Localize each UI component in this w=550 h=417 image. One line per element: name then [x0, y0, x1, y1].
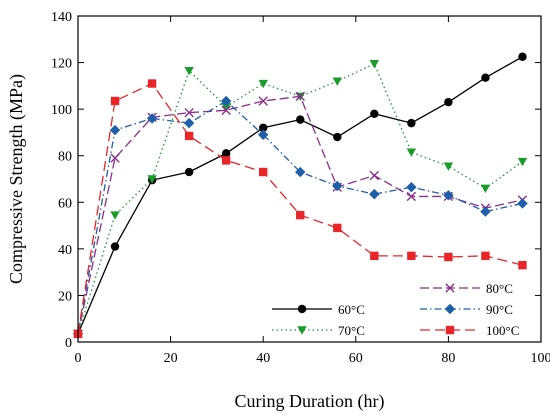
data-point	[518, 52, 527, 61]
legend-marker	[297, 326, 307, 335]
legend: 80°C 60°C 90°C 70°C 100°C	[272, 281, 519, 338]
legend-label: 100°C	[486, 323, 519, 338]
data-point	[183, 117, 195, 129]
data-point	[221, 156, 231, 165]
data-point	[370, 251, 379, 261]
y-tick-label: 40	[58, 243, 72, 258]
legend-label: 90°C	[486, 302, 513, 317]
data-point	[221, 103, 231, 112]
data-point	[444, 252, 453, 262]
data-point	[333, 223, 342, 233]
y-tick-label: 140	[51, 10, 72, 25]
plot-marks	[72, 52, 528, 340]
y-tick-label: 120	[51, 57, 72, 72]
data-point	[406, 191, 417, 202]
data-point	[407, 251, 416, 261]
data-point	[220, 95, 232, 107]
y-tick-label: 80	[58, 150, 72, 165]
data-point	[443, 190, 454, 201]
data-point	[184, 167, 194, 177]
x-tick-label: 40	[256, 351, 270, 366]
legend-label: 70°C	[338, 323, 365, 338]
data-point	[184, 131, 194, 141]
data-point	[184, 67, 194, 76]
x-axis-label: Curing Duration (hr)	[235, 391, 385, 412]
y-tick-label: 20	[58, 289, 72, 304]
x-tick-label: 20	[164, 351, 178, 366]
data-point	[110, 242, 120, 251]
data-point	[296, 210, 305, 220]
data-point	[444, 97, 453, 107]
x-tick-label: 80	[441, 351, 455, 366]
y-tick-label: 60	[58, 196, 72, 211]
data-point	[481, 73, 490, 82]
data-point	[296, 115, 305, 124]
data-point	[406, 148, 417, 157]
data-point	[147, 175, 157, 184]
data-point	[517, 198, 528, 209]
plot-frame	[77, 15, 542, 343]
legend-marker	[297, 304, 307, 314]
data-point	[221, 149, 231, 158]
y-tick-label: 100	[51, 103, 72, 118]
data-point	[517, 157, 528, 167]
data-point	[146, 113, 158, 124]
data-point	[480, 206, 491, 217]
data-point	[110, 153, 120, 163]
data-point	[369, 60, 380, 69]
data-point	[110, 96, 120, 106]
data-point	[369, 188, 380, 200]
data-point	[481, 251, 490, 261]
legend-marker	[445, 283, 455, 293]
data-point	[332, 180, 343, 192]
data-point	[406, 181, 417, 193]
data-point	[258, 96, 268, 106]
legend-label: 80°C	[486, 281, 513, 296]
data-point	[480, 184, 491, 194]
x-tick-label: 0	[75, 351, 82, 366]
data-point	[518, 260, 527, 270]
data-point	[443, 162, 454, 171]
legend-marker	[444, 303, 456, 315]
series-5	[73, 79, 527, 339]
axis-ticks: 0 20 40 60 80 100 0 20 40 60 80 100 120 140	[51, 10, 550, 366]
data-point	[258, 79, 268, 89]
legend-marker	[445, 325, 455, 335]
x-tick-label: 60	[349, 351, 363, 366]
data-point	[110, 211, 120, 220]
data-point	[295, 91, 305, 102]
x-tick-label: 100	[531, 351, 550, 366]
data-point	[259, 123, 268, 132]
data-point	[295, 166, 306, 178]
data-point	[332, 77, 342, 86]
data-point	[259, 167, 268, 177]
data-point	[147, 79, 157, 88]
data-point	[333, 132, 342, 142]
y-axis-label: Compressive Strength (MPa)	[6, 74, 27, 284]
data-point	[184, 107, 194, 118]
data-point	[109, 124, 121, 136]
data-point	[369, 170, 380, 181]
data-point	[258, 129, 269, 140]
data-point	[370, 109, 379, 119]
y-tick-label: 0	[65, 336, 72, 351]
legend-label: 60°C	[338, 302, 365, 317]
data-point	[407, 118, 416, 128]
data-point	[221, 105, 231, 116]
